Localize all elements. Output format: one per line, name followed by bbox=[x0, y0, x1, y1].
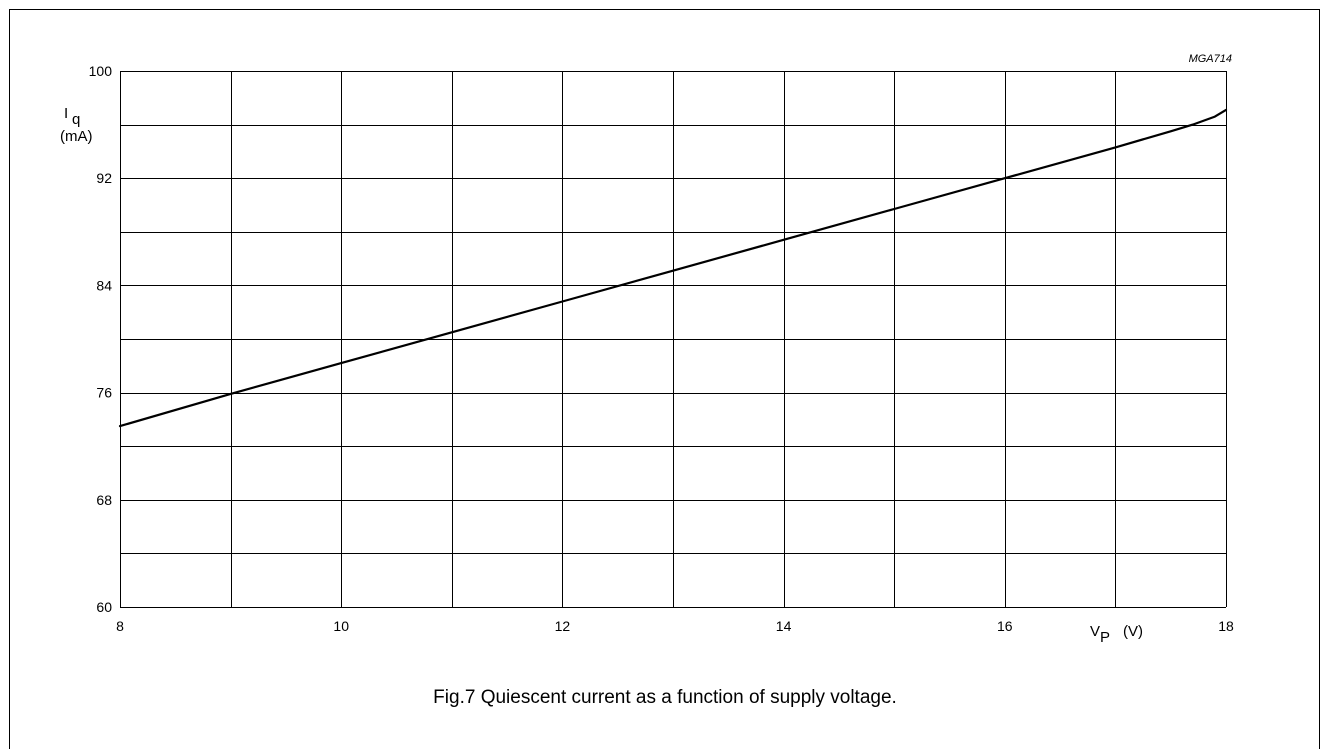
series-line bbox=[118, 108, 1228, 428]
x-tick-label: 10 bbox=[333, 618, 349, 634]
figure-caption: Fig.7 Quiescent current as a function of… bbox=[433, 687, 897, 708]
y-axis-label-main: I bbox=[64, 105, 68, 122]
x-tick-label: 8 bbox=[116, 618, 124, 634]
grid bbox=[120, 71, 1227, 608]
tick-labels: 8 10 12 14 16 18 60 68 76 84 92 100 bbox=[89, 63, 1234, 634]
chart: 8 10 12 14 16 18 60 68 76 84 92 100 MGA714 I q (mA)… bbox=[60, 53, 1234, 708]
y-tick-label: 100 bbox=[89, 63, 113, 79]
y-tick-label: 92 bbox=[96, 170, 112, 186]
x-tick-label: 14 bbox=[776, 618, 792, 634]
y-tick-label: 84 bbox=[96, 277, 112, 293]
figure-frame bbox=[9, 9, 1320, 749]
figure-reference: MGA714 bbox=[1189, 53, 1232, 65]
y-tick-label: 60 bbox=[96, 599, 112, 615]
x-tick-label: 16 bbox=[997, 618, 1013, 634]
x-axis-label: V P (V) bbox=[1090, 623, 1143, 646]
y-axis-label-sub: q bbox=[72, 111, 80, 128]
x-tick-label: 12 bbox=[555, 618, 571, 634]
x-axis-label-sub: P bbox=[1100, 629, 1110, 646]
y-tick-label: 68 bbox=[96, 492, 112, 508]
y-tick-label: 76 bbox=[96, 385, 112, 401]
x-tick-label: 18 bbox=[1218, 618, 1234, 634]
y-axis-label: I q (mA) bbox=[60, 105, 93, 145]
series bbox=[118, 108, 1228, 428]
x-axis-label-unit: (V) bbox=[1123, 623, 1143, 640]
x-axis-label-main: V bbox=[1090, 623, 1100, 640]
y-axis-label-unit: (mA) bbox=[60, 128, 93, 145]
